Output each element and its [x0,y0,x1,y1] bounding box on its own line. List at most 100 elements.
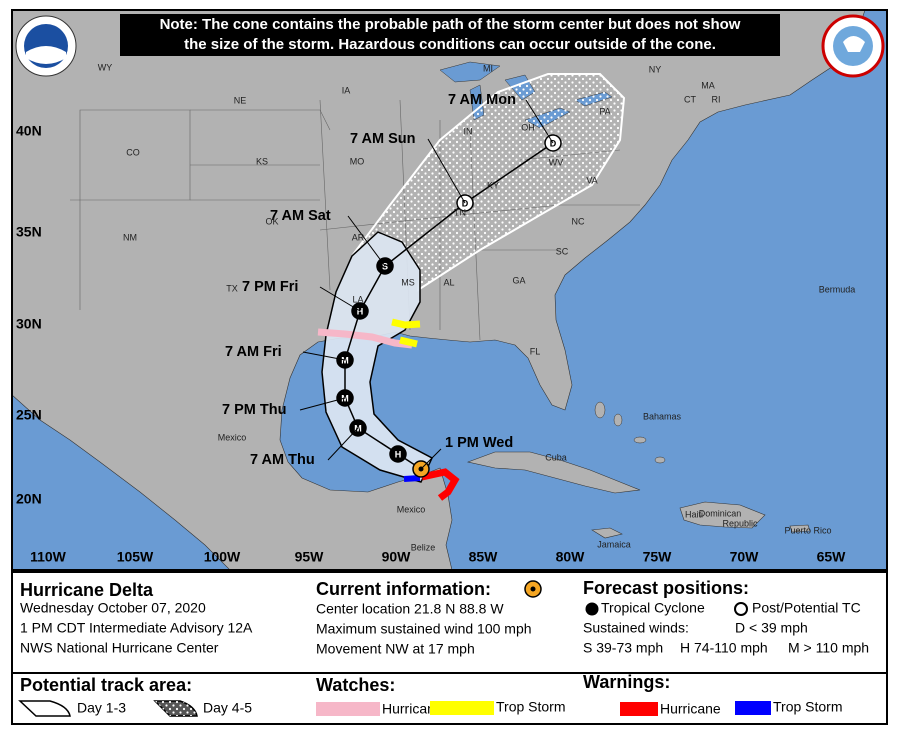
place-label: MO [350,156,365,166]
nws-logo [821,14,885,78]
ts-watch-label: Trop Storm [496,699,566,715]
current-line: Center location 21.8 N 88.8 W [316,601,504,617]
post-tc-label: Post/Potential TC [752,600,861,616]
day-1-3-icon [18,700,71,717]
day-4-5-label: Day 4-5 [203,700,252,716]
forecast-label: 7 AM Mon [448,92,516,108]
ts-watch-swatch [430,701,494,715]
forecast-symbol: M [341,355,349,365]
pacific [12,394,231,570]
place-label: Belize [411,542,436,552]
longitude-label: 110W [30,549,67,565]
place-label: VA [586,175,597,185]
place-label: MA [701,80,715,90]
cone-day-1-3 [321,231,433,483]
advisory-date: Wednesday October 07, 2020 [20,600,206,616]
longitude-label: 90W [382,549,412,565]
forecast-position [389,445,407,463]
ts-warning-swatch [735,701,771,715]
place-label: Mexico [218,432,247,442]
post-tc-icon [734,602,748,616]
noaa-logo [15,15,77,77]
place-label: PA [599,106,610,116]
tropical-cyclone-icon [585,602,599,616]
current-line: Movement NW at 17 mph [316,641,475,657]
current-line: Maximum sustained wind 100 mph [316,621,532,637]
hurricane-watch-swatch [316,702,380,716]
leader-line [427,138,466,204]
place-label: SC [556,246,569,256]
current-position-dot [530,586,536,592]
longitude-label: 85W [469,549,499,565]
latitude-label: 25N [16,407,42,423]
warnings-title: Warnings: [583,672,670,692]
forecast-label: 7 AM Thu [250,452,315,468]
d-wind-label: D < 39 mph [735,620,808,636]
longitude-label: 65W [817,549,847,565]
advisory-number: 1 PM CDT Intermediate Advisory 12A [20,620,253,636]
note-box [120,14,780,56]
latitude-label: 30N [16,316,42,332]
place-label: TN [454,207,466,217]
watches-title: Watches: [316,675,395,695]
place-label: Jamaica [597,539,631,549]
place-label: NC [572,216,585,226]
place-label: IN [464,126,473,136]
longitude-label: 80W [556,549,586,565]
map-frame [11,9,888,571]
map-labels: 40N 35N 30N 25N 20N 110W 105W 100W 95W 90W 85W 80W 7… [16,62,855,564]
latitude-label: 35N [16,224,42,240]
leader-line [347,215,386,267]
place-label: Puerto Rico [784,525,831,535]
tropical-cyclone-label: Tropical Cyclone [601,600,705,616]
place-label: Mexico [397,504,426,514]
note-line: the size of the storm. Hazardous conditi… [184,36,716,53]
place-label: GA [512,275,525,285]
hispaniola [679,501,766,529]
forecast-title: Forecast positions: [583,578,749,598]
cuba [466,451,641,494]
place-label: Cuba [545,452,567,462]
longitude-label: 95W [295,549,325,565]
place-label: Republic [722,518,758,528]
legend-frame [11,571,888,725]
leader-line [525,99,554,144]
m-wind-label: M > 110 mph [788,640,869,656]
leader-line [319,286,361,312]
current-title: Current information: [316,579,491,599]
bahamas [594,401,666,464]
place-label: TX [226,283,238,293]
s-wind-label: S 39-73 mph [583,640,663,656]
trop-storm-warning [403,475,421,482]
place-label: WV [549,157,564,167]
trop-storm-watch [391,318,421,348]
forecast-label: 7 PM Fri [242,279,298,295]
forecast-label: 7 PM Thu [222,402,286,418]
longitude-label: 70W [730,549,760,565]
leader-line [299,397,346,411]
track-title: Potential track area: [20,675,192,695]
forecast-label: 7 AM Fri [225,344,282,360]
place-label: MI [483,63,493,73]
place-label: NY [649,64,662,74]
longitude-label: 105W [117,549,154,565]
leader-line [420,448,442,470]
place-label: OH [521,122,535,132]
storm-name: Hurricane Delta [20,580,154,600]
forecast-symbol: D [550,138,557,148]
place-label: RI [712,94,721,104]
latitude-label: 40N [16,123,42,139]
latitude-label: 20N [16,491,42,507]
forecast-label: 1 PM Wed [445,435,513,451]
place-label: KY [487,180,499,190]
place-label: CO [126,147,140,157]
atlantic-gulf [279,10,887,570]
forecast-symbol: S [382,261,388,271]
place-label: Bahamas [643,411,682,421]
place-label: FL [530,346,541,356]
leader-line [302,351,346,361]
